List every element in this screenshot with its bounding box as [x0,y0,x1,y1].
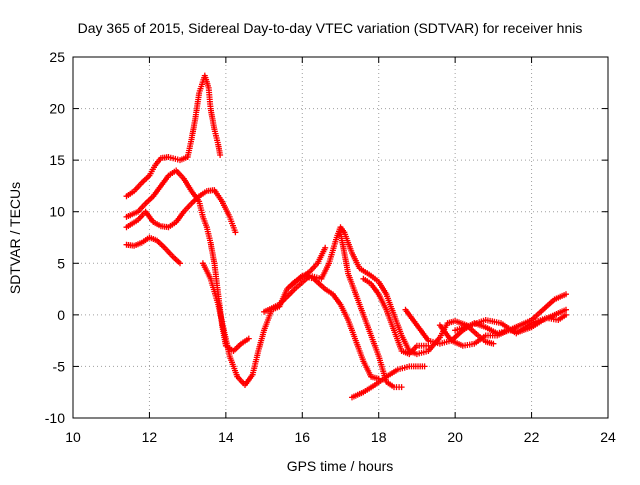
series-track-4 [123,187,239,236]
y-tick-label: 25 [49,49,65,65]
series-track-8 [287,272,382,382]
x-tick-label: 24 [600,429,616,445]
x-tick-label: 12 [142,429,158,445]
data-marker-track [261,224,497,358]
x-tick-label: 10 [65,429,81,445]
data-marker-track [337,229,405,391]
y-tick-label: -5 [53,358,66,374]
series-track-2 [184,72,224,160]
series-track-11 [360,275,432,358]
series-track-9 [337,229,405,391]
data-marker-track [287,272,382,382]
y-tick-label: -10 [45,410,65,426]
data-points [123,72,569,401]
plot-frame [72,56,609,419]
data-marker-track [123,167,252,354]
y-tick-label: 20 [49,101,65,117]
y-tick-label: 15 [49,152,65,168]
data-marker-track [123,187,239,236]
data-marker-track [123,234,183,267]
series-track-5 [123,234,183,267]
y-tick-label: 10 [49,204,65,220]
x-tick-label: 20 [447,429,463,445]
x-tick-label: 14 [218,429,234,445]
series-track-10 [349,363,428,401]
y-tick-label: 5 [57,255,65,271]
data-marker-track [123,154,191,200]
x-tick-label: 22 [524,429,540,445]
y-tick-label: 0 [57,307,65,323]
x-tick-label: 18 [371,429,387,445]
grid [73,57,608,418]
x-tick-labels: 10 12 14 16 18 20 22 24 [65,429,616,445]
data-marker-track [184,72,224,160]
y-tick-labels: -10 -5 0 5 10 15 20 25 [45,49,65,426]
series-track-14 [452,311,569,337]
x-axis-label: GPS time / hours [287,458,394,474]
data-marker-track [349,363,428,401]
chart-title: Day 365 of 2015, Sidereal Day-to-day VTE… [78,20,583,36]
data-marker-track [360,275,432,358]
y-axis-label: SDTVAR / TECUs [7,182,23,294]
series-track-1 [123,154,191,200]
series-track-3 [123,167,252,354]
x-tick-label: 16 [294,429,310,445]
series-track-7 [261,224,497,358]
data-marker-track [452,311,569,337]
